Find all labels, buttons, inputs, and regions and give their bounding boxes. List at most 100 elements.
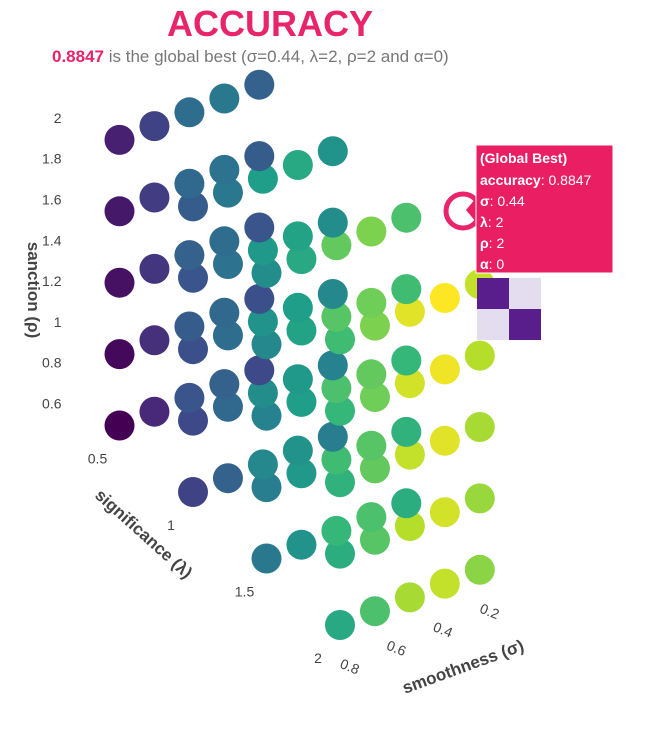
y-tick-label: 2: [314, 650, 322, 666]
point: [356, 359, 387, 390]
point: [174, 97, 205, 128]
y-tick-label: 1: [167, 517, 175, 533]
points: [104, 69, 495, 640]
point: [209, 297, 240, 328]
point: [244, 141, 275, 172]
point: [321, 515, 352, 546]
point: [286, 529, 317, 560]
y-tick-label: 1.5: [235, 584, 255, 600]
point: [247, 235, 278, 266]
point: [359, 310, 390, 341]
tooltip-colon: :: [489, 235, 497, 251]
tooltip-value: 2: [496, 235, 504, 251]
point: [464, 412, 495, 442]
point: [325, 395, 355, 426]
tooltip-row: σ: 0.44: [480, 193, 525, 209]
tooltip-label: accuracy: [480, 172, 541, 188]
point: [286, 458, 317, 489]
tooltip-row: ρ: 2: [480, 235, 504, 251]
point: [174, 382, 205, 413]
point: [286, 386, 317, 417]
point: [321, 444, 352, 475]
point: [464, 340, 495, 371]
point: [321, 230, 352, 261]
z-tick-label: 1.8: [42, 151, 62, 167]
point: [321, 301, 352, 332]
point: [244, 355, 275, 386]
point: [251, 400, 282, 431]
point: [359, 596, 390, 627]
tooltip-title: (Global Best): [480, 150, 567, 166]
point: [391, 202, 422, 233]
tooltip-box: [475, 144, 614, 274]
point: [209, 226, 240, 257]
point: [394, 439, 425, 470]
point: [325, 324, 355, 355]
point: [394, 368, 425, 399]
point: [391, 345, 422, 376]
tooltip-label: α: [480, 256, 489, 272]
point: [178, 334, 208, 365]
point: [209, 369, 240, 400]
x-tick-label: 0.6: [384, 637, 408, 659]
tooltip-colon: :: [490, 193, 498, 209]
point: [251, 472, 282, 503]
tooltip-label: λ: [480, 214, 488, 230]
point: [282, 292, 313, 323]
point: [317, 279, 348, 309]
point: [359, 524, 390, 555]
point: [251, 543, 282, 574]
z-tick-label: 0.8: [42, 355, 62, 371]
point: [178, 405, 208, 436]
point: [174, 240, 205, 271]
point: [104, 410, 135, 441]
point: [282, 435, 313, 466]
z-tick-label: 1.4: [42, 232, 62, 248]
tooltip-value: 0: [496, 256, 504, 272]
point: [104, 267, 135, 298]
point: [317, 350, 348, 381]
point: [244, 212, 275, 243]
point: [394, 582, 425, 613]
point: [247, 163, 278, 194]
z-tick-label: 1.2: [42, 273, 62, 289]
z-tick-label: 2: [54, 110, 62, 126]
tooltip-colon: :: [488, 214, 496, 230]
point: [325, 610, 355, 640]
tooltip-colon: :: [489, 256, 497, 272]
point: [139, 396, 170, 427]
z-tick-label: 1: [54, 314, 62, 330]
point: [282, 364, 313, 395]
point: [356, 430, 387, 461]
point: [359, 453, 390, 484]
x-tick-label: 0.4: [431, 619, 455, 641]
point: [464, 554, 495, 585]
point: [429, 497, 460, 528]
point: [174, 168, 205, 199]
tooltip-label: σ: [480, 193, 490, 209]
point: [178, 262, 208, 293]
point: [139, 325, 170, 356]
x-axis-title: smoothness (σ): [400, 636, 527, 698]
tooltip-row: λ: 2: [480, 214, 504, 230]
swatch: [509, 278, 541, 309]
point: [391, 488, 422, 519]
point: [429, 568, 460, 599]
point: [359, 382, 390, 412]
tooltip-row: α: 0: [480, 256, 504, 272]
point: [212, 463, 243, 494]
z-axis-title: sanction (ρ): [24, 242, 43, 338]
swatch: [477, 278, 509, 309]
point: [244, 283, 275, 314]
tooltip-value: 2: [496, 214, 504, 230]
point: [247, 306, 278, 337]
point: [429, 425, 460, 456]
point: [321, 373, 352, 404]
tooltip-pointer: [466, 198, 476, 222]
point: [212, 320, 243, 351]
tooltip: (Global Best) accuracy: 0.8847 σ: 0.44 λ: 2…: [466, 144, 614, 340]
point: [325, 538, 355, 569]
point: [139, 111, 170, 142]
point: [251, 257, 282, 288]
